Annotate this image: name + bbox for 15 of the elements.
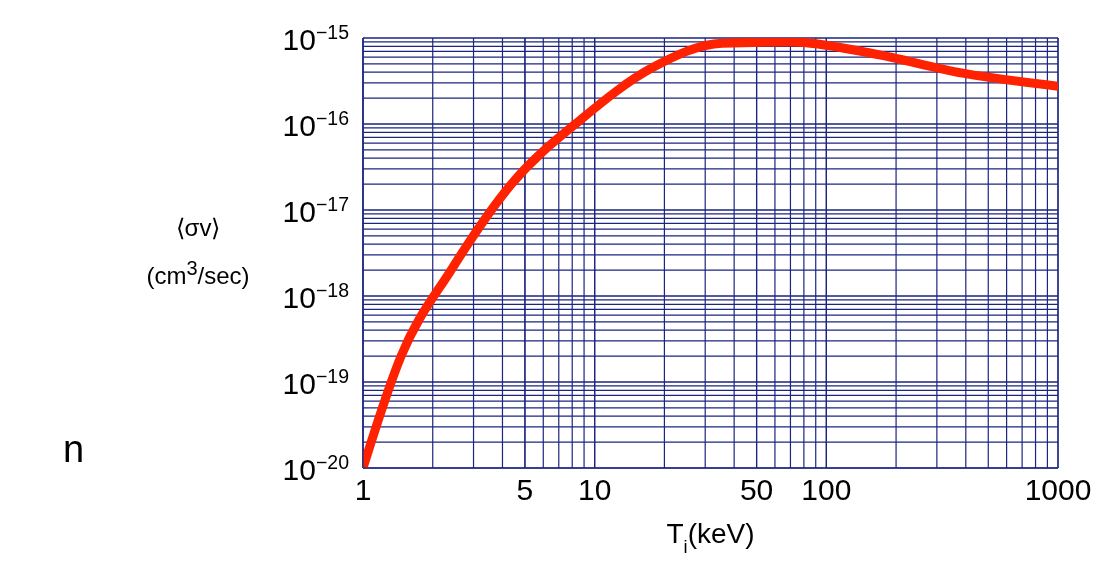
- x-tick-label: 10: [577, 473, 612, 506]
- y-axis-title: ⟨σv⟩ (cm$^{3}$/sec): [146, 214, 250, 289]
- x-tick-label: 1: [354, 473, 372, 506]
- x-tick-label: 50: [739, 473, 774, 506]
- x-tick-label: 100: [801, 473, 852, 506]
- y-tick-label: 10$^{−20}$: [282, 451, 350, 486]
- y-tick-label: 10$^{−15}$: [282, 21, 350, 56]
- y-tick-label: 10$^{−16}$: [282, 107, 349, 142]
- text: n: [63, 428, 85, 471]
- y-tick-label: 10$^{−19}$: [282, 365, 349, 400]
- y-tick-label: 10$^{−17}$: [282, 193, 349, 228]
- y-tick-label: 10$^{−18}$: [282, 279, 349, 314]
- x-tick-label: 1000: [1024, 473, 1092, 506]
- x-axis-title: T$_{i}$(keV): [666, 518, 755, 557]
- x-tick-label: 5: [516, 473, 534, 506]
